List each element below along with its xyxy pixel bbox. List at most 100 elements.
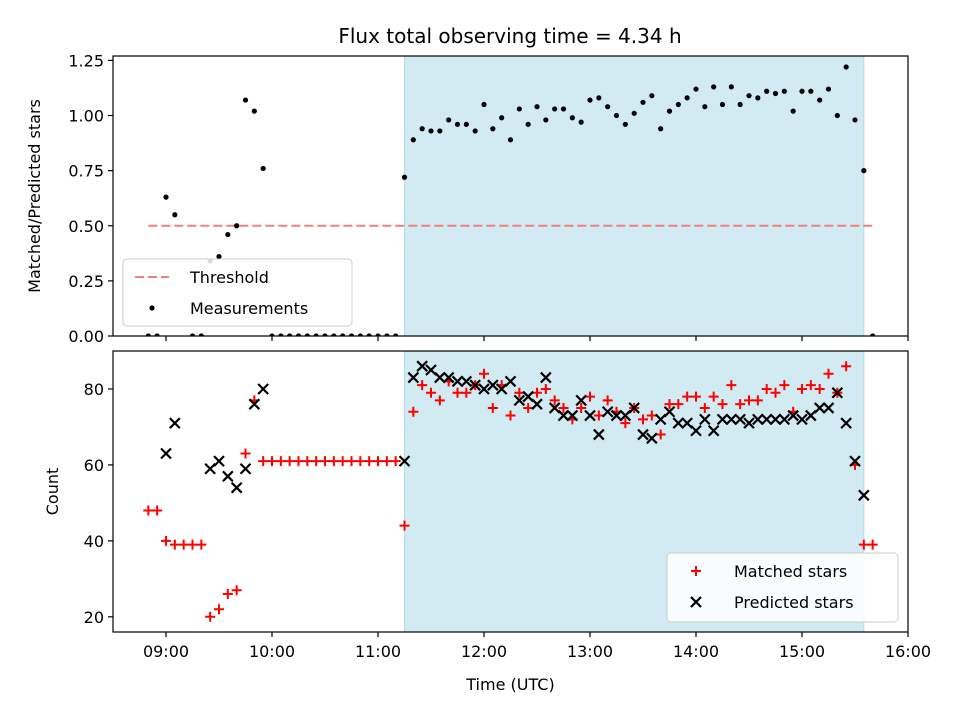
matched-star-point [699, 402, 710, 413]
measurement-point [446, 117, 452, 123]
matched-star-point [805, 380, 816, 391]
y-tick-label: 20 [84, 608, 104, 627]
matched-star-point [364, 456, 375, 467]
matched-star-point [646, 410, 657, 421]
predicted-star-point [239, 462, 252, 475]
measurement-point [154, 333, 160, 336]
measurement-point [463, 121, 469, 127]
predicted-star-point [778, 413, 791, 426]
axes-frame [112, 350, 909, 633]
matched-star-point [505, 410, 516, 421]
y-axis-label: Matched/Predicted stars [25, 99, 44, 293]
measurement-point [313, 333, 319, 336]
measurement-point [578, 119, 584, 125]
measurement-point [322, 333, 328, 336]
predicted-star-point [169, 417, 181, 429]
matched-star-point [169, 539, 180, 550]
matched-star-point [664, 399, 675, 410]
measurement-point [216, 254, 222, 260]
matched-star-point [602, 395, 613, 406]
predicted-star-point [504, 375, 517, 388]
matched-star-point [408, 406, 419, 417]
matched-star-point [161, 535, 171, 546]
matched-star-point [222, 589, 233, 600]
predicted-star-point [699, 413, 711, 426]
measurement-point [861, 168, 867, 174]
measurement-point [605, 104, 611, 110]
measurement-point [834, 112, 840, 119]
matched-star-point [152, 505, 163, 516]
measurement-point [825, 86, 832, 92]
measurement-point [225, 231, 231, 238]
predicted-star-point [628, 402, 640, 414]
legend-box [122, 258, 353, 327]
matched-star-point [275, 456, 286, 467]
measurement-point [622, 121, 628, 127]
measurement-point [870, 333, 876, 336]
measurement-point [684, 95, 690, 101]
measurement-point [613, 112, 620, 119]
measurement-point [251, 108, 257, 114]
predicted-star-point [840, 417, 852, 429]
predicted-star-point [690, 424, 702, 437]
matched-star-point [355, 456, 366, 467]
matched-star-point [231, 585, 242, 596]
matched-star-point [779, 380, 790, 391]
measurement-point [287, 333, 293, 336]
predicted-star-point [734, 413, 746, 426]
measurement-point [587, 97, 593, 103]
matched-star-point [761, 383, 772, 394]
series-dot [145, 64, 876, 336]
legend-box [666, 552, 899, 623]
matched-star-point [399, 520, 410, 531]
matched-star-point [337, 456, 348, 467]
matched-star-point [752, 395, 763, 406]
measurement-point [269, 333, 275, 336]
predicted-star-point [540, 371, 552, 384]
measurement-point [507, 137, 514, 143]
measurement-point [543, 117, 549, 123]
measurement-point [428, 128, 434, 134]
figure-title: Flux total observing time = 4.34 h [338, 24, 681, 48]
measurement-point [260, 165, 266, 172]
matched-star-point [735, 399, 746, 410]
measurement-point [348, 333, 355, 336]
measurement-point [163, 194, 169, 200]
matched-star-point [479, 368, 489, 379]
predicted-star-point [398, 455, 411, 467]
predicted-star-point [760, 413, 773, 426]
predicted-star-point [813, 402, 826, 414]
predicted-star-point [434, 371, 446, 384]
x-axis-label: Time (UTC) [465, 675, 554, 694]
predicted-star-point [743, 417, 755, 429]
matched-star-point [620, 418, 631, 429]
measurement-point [490, 126, 496, 132]
x-tick-label: 10:00 [249, 642, 295, 661]
predicted-star-point [610, 409, 623, 422]
predicted-star-point [822, 402, 835, 414]
matched-star-point [593, 410, 604, 421]
x-tick-label: 09:00 [143, 642, 189, 661]
predicted-star-point [858, 489, 870, 502]
measurement-point [189, 333, 196, 336]
measurement-point [375, 333, 381, 336]
measurement-point [234, 223, 240, 229]
matched-star-point [691, 391, 701, 402]
matched-star-point [814, 383, 825, 394]
predicted-star-point [593, 428, 605, 441]
matched-star-point [452, 387, 463, 398]
measurement-point [357, 333, 363, 336]
measurement-point [799, 88, 805, 94]
measurement-point [746, 93, 752, 99]
matched-star-point [187, 539, 198, 550]
measurement-point [384, 333, 390, 336]
y-tick-label: 0.75 [68, 162, 104, 181]
matched-star-point [293, 456, 304, 467]
measurement-point [172, 212, 178, 218]
predicted-star-point [230, 481, 243, 494]
measurement-point [755, 95, 761, 101]
ratio-panel: 0.00 0.25 0.50 0.75 1.00 1.25 Matched/Predicte… [25, 51, 909, 346]
matched-star-point [461, 387, 472, 398]
y-tick-label: 1.00 [68, 107, 104, 126]
